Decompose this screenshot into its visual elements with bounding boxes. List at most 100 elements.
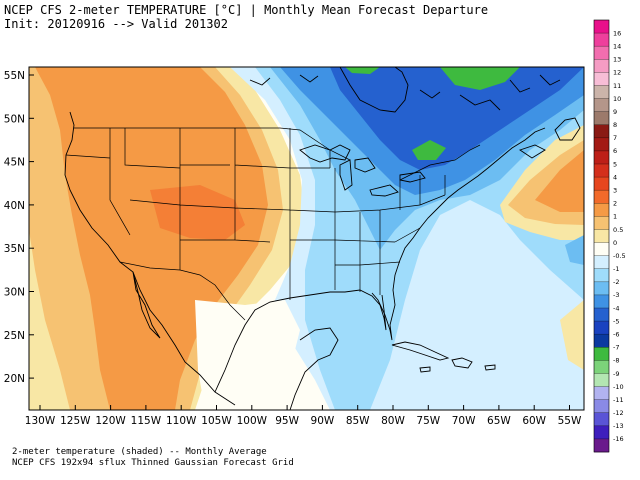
lat-tick-label: 25N	[4, 330, 25, 342]
colorbar-label: -12	[613, 409, 624, 417]
east-coast	[394, 127, 546, 276]
colorbar-label: -10	[613, 383, 624, 391]
colorbar-label: -0.5	[613, 252, 626, 260]
states-plains	[289, 128, 336, 300]
colorbar-swatch	[594, 294, 609, 309]
colorbar-label: 3	[613, 186, 617, 194]
lon-tick-label: 120W	[95, 415, 126, 427]
field-very-cold	[440, 67, 520, 90]
plot-frame	[28, 66, 585, 411]
longitude-axis: 130W 125W 120W 115W 110W 105W 100W 95W 90W 85W 80W…	[25, 405, 582, 427]
colorbar-label: 0.5	[613, 226, 623, 234]
colorbar-label: -9	[613, 370, 619, 378]
colorbar-frame	[593, 19, 610, 453]
colorbar-label: 0	[613, 239, 617, 247]
lon-tick-label: 105W	[201, 415, 232, 427]
field-cold-deep	[330, 67, 584, 170]
lon-tick-label: 60W	[522, 415, 546, 427]
colorbar-swatch	[594, 242, 609, 256]
colorbar-label: -5	[613, 317, 619, 325]
colorbar-label: 12	[613, 69, 621, 77]
colorbar-label: 16	[613, 29, 621, 37]
colorbar: 16 14 13 12 11 10 9 8 7 6 5 4 3 2 1 0.5 0 -0.5 -1 -2 -3 -4 -5 -…	[593, 19, 626, 453]
colorbar-label: -16	[613, 435, 624, 443]
lon-tick-label: 90W	[311, 415, 335, 427]
field-east-blue	[565, 235, 584, 265]
us-mexico-border	[119, 261, 246, 321]
colorbar-label: -3	[613, 291, 619, 299]
states-east	[334, 175, 446, 295]
field-very-cold-3	[345, 67, 380, 74]
colorbar-label: -8	[613, 357, 619, 365]
colorbar-swatch	[594, 399, 609, 414]
footer-line-1: 2-meter temperature (shaded) -- Monthly …	[12, 447, 267, 457]
shaded-field	[29, 67, 584, 410]
colorbar-swatch	[594, 203, 609, 217]
jamaica	[419, 366, 431, 373]
lon-tick-label: 70W	[452, 415, 476, 427]
colorbar-swatch	[594, 373, 609, 387]
yucatan	[289, 327, 339, 410]
colorbar-label: -7	[613, 344, 619, 352]
lat-tick-label: 40N	[4, 200, 25, 212]
colorbar-swatch	[594, 111, 609, 126]
colorbar-swatch	[594, 216, 609, 230]
colorbar-swatch	[594, 33, 609, 47]
nova-scotia	[518, 144, 546, 159]
lat-tick-label: 45N	[4, 157, 25, 169]
map-subtitle: Init: 20120916 --> Valid 201302	[4, 17, 228, 31]
colorbar-label: 5	[613, 160, 617, 168]
colorbar-swatch	[594, 20, 609, 34]
baja-peninsula	[132, 271, 161, 339]
colorbar-label: 1	[613, 213, 617, 221]
colorbar-label: 14	[613, 42, 621, 50]
colorbar-label: -6	[613, 330, 619, 338]
colorbar-label: -1	[613, 265, 619, 273]
lon-tick-label: 115W	[131, 415, 162, 427]
canada-coast	[249, 74, 561, 111]
lon-tick-label: 125W	[60, 415, 91, 427]
lon-tick-label: 110W	[166, 415, 197, 427]
colorbar-swatch	[594, 347, 609, 361]
colorbar-swatch	[594, 46, 609, 60]
colorbar-label: 2	[613, 200, 617, 208]
lon-tick-label: 80W	[381, 415, 405, 427]
colorbar-swatch	[594, 150, 609, 165]
colorbar-swatch	[594, 98, 609, 112]
field-atlantic-warm-3	[535, 150, 584, 212]
colorbar-swatch	[594, 268, 609, 283]
field-se-warm	[560, 300, 584, 370]
hispaniola	[451, 357, 473, 369]
colorbar-label: 6	[613, 147, 617, 155]
lat-tick-label: 20N	[4, 373, 25, 385]
colorbar-swatch	[594, 412, 609, 427]
lon-tick-label: 55W	[558, 415, 582, 427]
footer-line-2: NCEP CFS 192x94 sflux Thinned Gaussian F…	[12, 458, 294, 468]
colorbar-swatch	[594, 425, 609, 440]
lon-tick-label: 85W	[346, 415, 370, 427]
lon-tick-label: 75W	[416, 415, 440, 427]
map-title: NCEP CFS 2-meter TEMPERATURE [°C] | Mont…	[4, 3, 489, 17]
colorbar-label: -13	[613, 422, 624, 430]
colorbar-label: 7	[613, 134, 617, 142]
colorbar-swatch	[594, 72, 609, 86]
lon-tick-label: 65W	[487, 415, 511, 427]
colorbar-swatch	[594, 229, 609, 243]
colorbar-swatch	[594, 438, 609, 453]
colorbar-label: -2	[613, 278, 619, 286]
colorbar-label: 13	[613, 56, 621, 64]
colorbar-swatch	[594, 255, 609, 270]
colorbar-label: -11	[613, 396, 624, 404]
colorbar-swatch	[594, 281, 609, 296]
latitude-axis: 55N 50N 45N 40N 35N 30N 25N 20N	[4, 70, 34, 385]
colorbar-label: 10	[613, 95, 621, 103]
colorbar-swatch	[594, 85, 609, 99]
colorbar-swatch	[594, 177, 609, 191]
cuba	[391, 341, 450, 361]
gulf-coast	[214, 289, 387, 393]
states-west	[65, 128, 291, 270]
colorbar-swatch	[594, 124, 609, 139]
field-very-cold-2	[412, 140, 446, 160]
colorbar-label: -4	[613, 304, 619, 312]
